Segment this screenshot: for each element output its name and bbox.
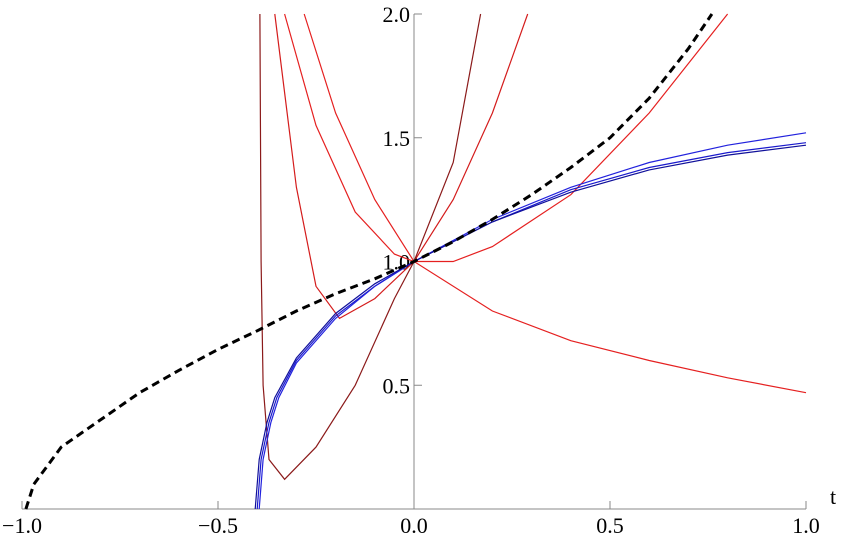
x-tick-label: 0.5 — [596, 513, 624, 538]
curve — [284, 13, 729, 263]
curve — [274, 13, 529, 320]
curve — [303, 13, 807, 394]
x-tick-label: 1.0 — [792, 513, 820, 538]
y-tick-label: 1.5 — [383, 126, 411, 151]
y-tick-label: 1.0 — [383, 250, 411, 275]
curve — [259, 13, 482, 481]
x-tick-label: −1.0 — [2, 513, 42, 538]
x-tick-label: −0.5 — [198, 513, 238, 538]
curve — [258, 132, 807, 510]
y-tick-label: 2.0 — [383, 2, 411, 27]
curve — [24, 13, 714, 510]
x-tick-label: 0.0 — [400, 513, 428, 538]
x-axis-label: t — [830, 484, 836, 509]
y-tick-label: 0.5 — [383, 373, 411, 398]
curve — [254, 144, 807, 510]
